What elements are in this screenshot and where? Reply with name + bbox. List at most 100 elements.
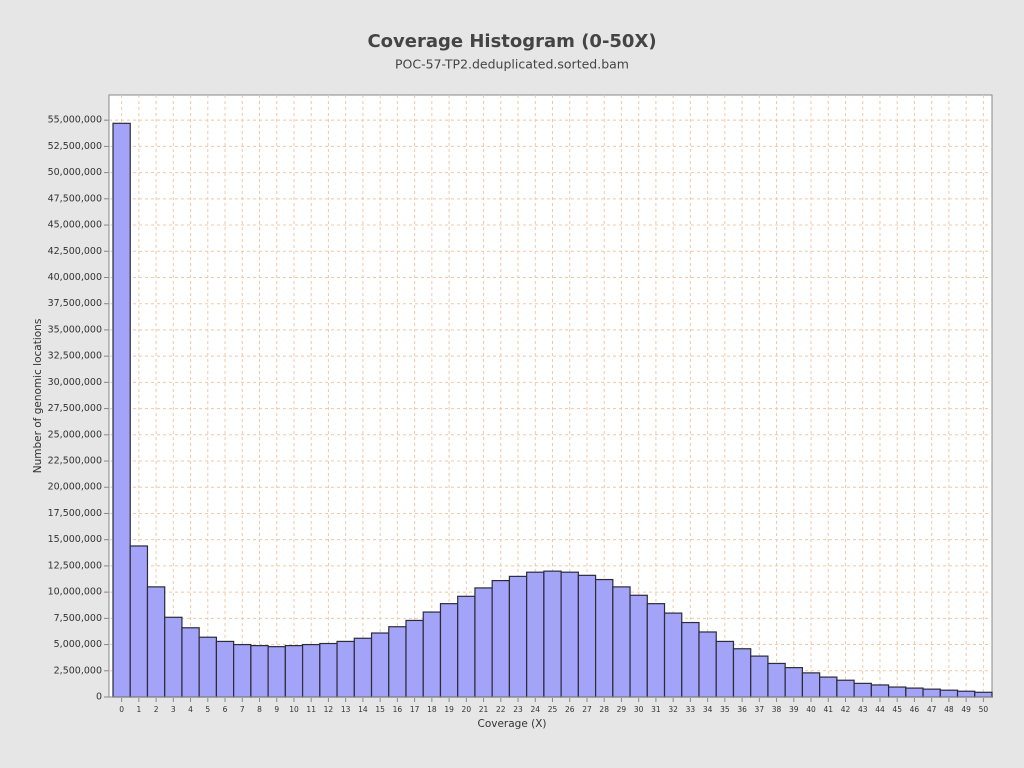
x-tick-label: 36 bbox=[737, 705, 747, 714]
bar bbox=[956, 690, 976, 698]
x-tick-label: 25 bbox=[548, 705, 558, 714]
x-tick-label: 28 bbox=[599, 705, 609, 714]
y-tick-label: 7,500,000 bbox=[54, 613, 102, 624]
bar bbox=[353, 637, 373, 698]
x-tick-label: 35 bbox=[720, 705, 730, 714]
bar bbox=[439, 603, 459, 698]
bar bbox=[233, 643, 252, 698]
y-tick-label: 32,500,000 bbox=[48, 351, 102, 362]
x-tick-label: 16 bbox=[393, 705, 403, 714]
y-tick-label: 15,000,000 bbox=[48, 534, 102, 545]
bar bbox=[560, 571, 579, 698]
bar bbox=[336, 640, 355, 698]
y-tick-label: 40,000,000 bbox=[48, 272, 102, 283]
bar bbox=[594, 578, 614, 698]
bar bbox=[819, 676, 838, 698]
bar bbox=[836, 679, 855, 698]
bar bbox=[681, 621, 700, 698]
bar bbox=[112, 122, 131, 698]
bar bbox=[491, 579, 511, 698]
bar bbox=[732, 648, 752, 698]
chart-title: Coverage Histogram (0-50X) bbox=[367, 31, 656, 52]
x-tick-label: 45 bbox=[892, 705, 902, 714]
bar bbox=[250, 645, 269, 698]
x-tick-label: 24 bbox=[530, 705, 540, 714]
x-tick-label: 40 bbox=[806, 705, 816, 714]
y-tick-label: 47,500,000 bbox=[48, 193, 102, 204]
x-tick-label: 38 bbox=[772, 705, 782, 714]
x-tick-label: 0 bbox=[119, 705, 124, 714]
bar bbox=[767, 662, 786, 698]
bar bbox=[870, 684, 890, 698]
x-tick-label: 14 bbox=[358, 705, 368, 714]
x-tick-label: 9 bbox=[274, 705, 279, 714]
bar bbox=[267, 646, 286, 698]
y-tick-label: 52,500,000 bbox=[48, 141, 102, 152]
bar bbox=[422, 611, 442, 698]
x-tick-label: 10 bbox=[289, 705, 299, 714]
bar bbox=[629, 594, 648, 698]
bar bbox=[215, 640, 235, 698]
bar bbox=[181, 627, 200, 698]
bar bbox=[129, 545, 149, 698]
x-axis-label: Coverage (X) bbox=[477, 718, 546, 730]
bar bbox=[784, 667, 804, 698]
x-tick-label: 34 bbox=[703, 705, 713, 714]
x-tick-label: 7 bbox=[240, 705, 245, 714]
bar bbox=[388, 626, 407, 698]
y-tick-label: 42,500,000 bbox=[48, 246, 102, 257]
x-tick-label: 2 bbox=[154, 705, 159, 714]
bar bbox=[370, 632, 390, 698]
x-tick-label: 22 bbox=[496, 705, 506, 714]
x-tick-label: 19 bbox=[444, 705, 454, 714]
bar bbox=[543, 570, 562, 698]
x-tick-label: 37 bbox=[755, 705, 765, 714]
x-tick-label: 15 bbox=[375, 705, 385, 714]
x-tick-label: 3 bbox=[171, 705, 176, 714]
bar bbox=[646, 603, 666, 698]
y-tick-label: 50,000,000 bbox=[48, 167, 102, 178]
y-tick-label: 35,000,000 bbox=[48, 324, 102, 335]
x-tick-label: 43 bbox=[858, 705, 868, 714]
x-tick-label: 48 bbox=[944, 705, 954, 714]
y-tick-label: 20,000,000 bbox=[48, 482, 102, 493]
y-tick-label: 5,000,000 bbox=[54, 639, 102, 650]
x-tick-label: 41 bbox=[823, 705, 833, 714]
bar bbox=[939, 689, 959, 698]
y-tick-label: 12,500,000 bbox=[48, 560, 102, 571]
bar bbox=[577, 574, 597, 698]
x-tick-label: 8 bbox=[257, 705, 262, 714]
x-tick-label: 47 bbox=[927, 705, 937, 714]
bar bbox=[319, 642, 338, 698]
x-tick-label: 23 bbox=[513, 705, 523, 714]
bar bbox=[457, 595, 476, 698]
bar bbox=[198, 636, 218, 698]
x-tick-label: 31 bbox=[651, 705, 661, 714]
bar bbox=[887, 686, 907, 698]
y-tick-label: 17,500,000 bbox=[48, 508, 102, 519]
bar bbox=[905, 687, 924, 698]
bar bbox=[301, 643, 321, 698]
x-tick-label: 44 bbox=[875, 705, 885, 714]
x-tick-label: 20 bbox=[462, 705, 472, 714]
x-tick-label: 21 bbox=[479, 705, 489, 714]
x-tick-label: 39 bbox=[789, 705, 799, 714]
bar bbox=[974, 691, 993, 698]
bar bbox=[146, 586, 166, 698]
x-tick-label: 26 bbox=[565, 705, 575, 714]
bar bbox=[922, 688, 941, 698]
bar bbox=[526, 571, 545, 698]
chart-subtitle: POC-57-TP2.deduplicated.sorted.bam bbox=[395, 57, 629, 72]
bar bbox=[698, 631, 717, 698]
y-axis-label: Number of genomic locations bbox=[32, 319, 44, 474]
x-tick-label: 1 bbox=[136, 705, 141, 714]
y-tick-label: 55,000,000 bbox=[48, 115, 102, 126]
bar bbox=[474, 587, 493, 698]
y-tick-label: 30,000,000 bbox=[48, 377, 102, 388]
x-tick-label: 49 bbox=[961, 705, 971, 714]
y-tick-label: 27,500,000 bbox=[48, 403, 102, 414]
y-tick-label: 0 bbox=[96, 692, 102, 703]
x-tick-label: 30 bbox=[634, 705, 644, 714]
